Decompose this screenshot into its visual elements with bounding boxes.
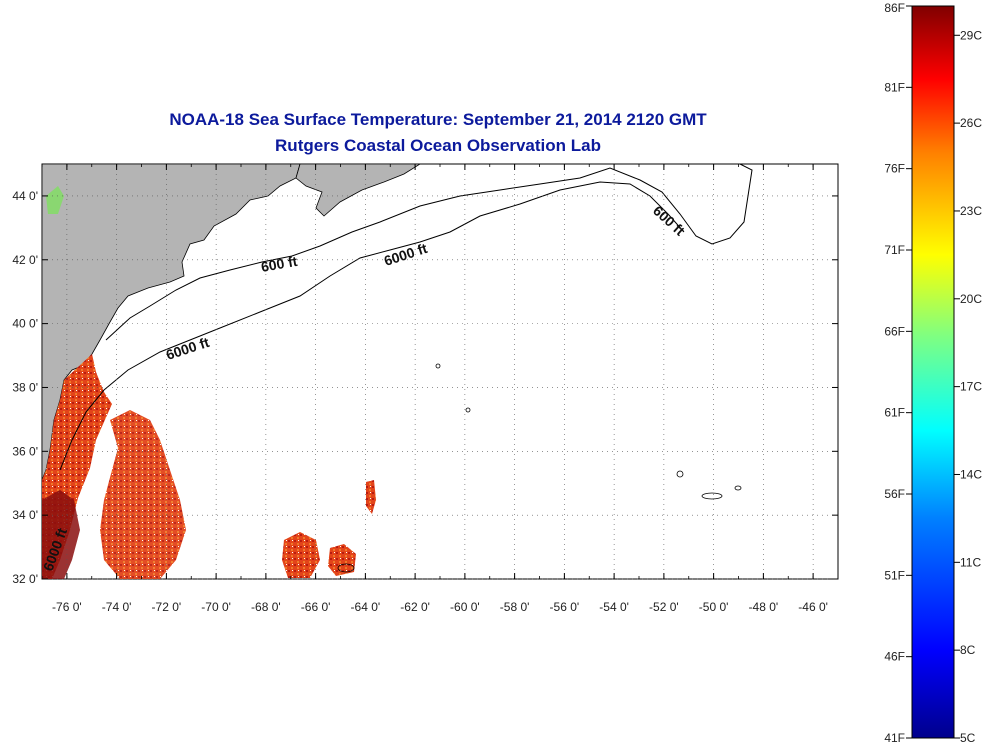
colorbar-c-label: 20C [960,292,982,306]
seamount-4 [337,563,355,573]
colorbar-f-label: 46F [884,650,905,664]
colorbar-c-label: 26C [960,116,982,130]
seamount-3 [734,485,742,491]
lon-label: -48 0' [749,600,779,614]
seamount-6 [435,363,441,369]
colorbar-f-label: 51F [884,568,905,582]
map-title: NOAA-18 Sea Surface Temperature: Septemb… [169,110,707,129]
colorbar-f-label: 61F [884,406,905,420]
lat-label: 32 0' [12,572,38,586]
sst-patch-south-1 [282,532,320,578]
lon-label: -70 0' [201,600,231,614]
latitude-labels: 44 0' 42 0' 40 0' 38 0' 36 0' 34 0' 32 0' [12,189,38,586]
lon-label: -74 0' [102,600,132,614]
lon-label: -68 0' [251,600,281,614]
lon-label: -66 0' [301,600,331,614]
sst-dark-core [42,490,80,579]
colorbar-f-label: 71F [884,243,905,257]
contour-label: 600 ft [260,253,299,275]
lat-label: 36 0' [12,444,38,458]
land-nova-scotia [295,164,421,217]
sst-patch-south-2 [328,544,356,576]
sst-patch-south-3 [366,480,376,514]
seamount-5 [465,407,471,413]
colorbar-f-label: 41F [884,731,905,745]
colorbar-f-label: 81F [884,80,905,94]
lat-label: 40 0' [12,317,38,331]
lat-label: 44 0' [12,189,38,203]
lon-label: -62 0' [400,600,430,614]
lon-label: -76 0' [52,600,82,614]
colorbar-f-label: 56F [884,487,905,501]
lat-label: 38 0' [12,380,38,394]
colorbar-celsius-labels: 29C 26C 23C 20C 17C 14C 11C 8C 5C [954,28,982,745]
colorbar-f-label: 76F [884,162,905,176]
colorbar-f-label: 66F [884,324,905,338]
lon-label: -58 0' [500,600,530,614]
lon-label: -60 0' [450,600,480,614]
colorbar-f-label: 86F [884,1,905,15]
contour-600ft [105,164,753,341]
colorbar-c-label: 14C [960,467,982,481]
lon-label: -72 0' [152,600,182,614]
colorbar-fahrenheit-labels: 86F 81F 76F 71F 66F 61F 56F 51F 46F 41F [884,1,912,745]
lon-label: -46 0' [798,600,828,614]
longitude-labels: -76 0' -74 0' -72 0' -70 0' -68 0' -66 0' -64 … [52,600,828,614]
colorbar-c-label: 5C [960,731,976,745]
lon-label: -64 0' [351,600,381,614]
sst-offshore-band [100,410,186,579]
colorbar-c-label: 23C [960,204,982,218]
lon-label: -50 0' [699,600,729,614]
lat-label: 42 0' [12,253,38,267]
colorbar [911,5,955,739]
lat-label: 34 0' [12,508,38,522]
contour-6000ft [59,181,685,471]
sst-patch-north [46,186,64,214]
lon-label: -56 0' [550,600,580,614]
lon-label: -52 0' [649,600,679,614]
colorbar-c-label: 29C [960,28,982,42]
colorbar-c-label: 17C [960,380,982,394]
lon-label: -54 0' [599,600,629,614]
colorbar-c-label: 8C [960,643,976,657]
colorbar-c-label: 11C [960,555,981,569]
map-subtitle: Rutgers Coastal Ocean Observation Lab [275,136,601,155]
seamount-2 [676,470,684,478]
grid-lines [41,164,839,580]
seamount-1 [701,492,723,500]
